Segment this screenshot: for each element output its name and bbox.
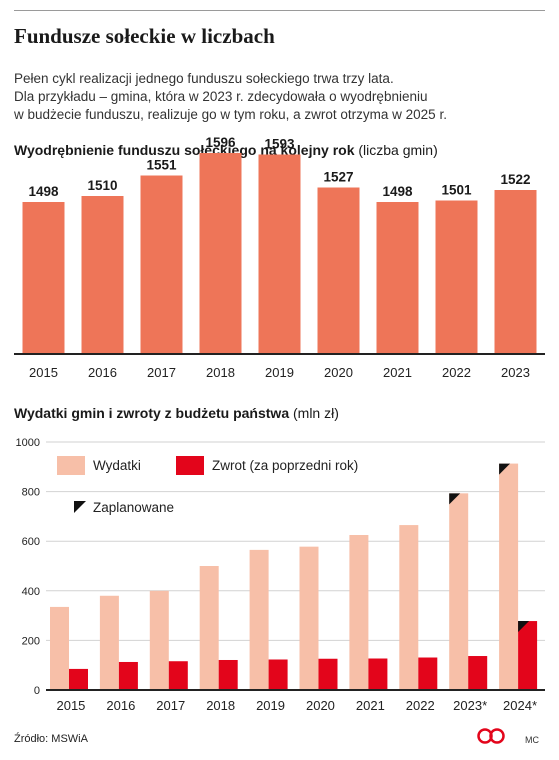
bar-wydatki [399, 525, 419, 690]
chart1-title: Wyodrębnienie funduszu sołeckiego na kol… [14, 142, 438, 158]
bar-wydatki [99, 595, 119, 690]
tick-label: 2017 [147, 365, 176, 380]
y-tick-label: 800 [22, 487, 40, 499]
bar-wydatki [299, 546, 319, 690]
chart1-svg: 1498 2015 1510 2016 1551 2017 1596 2018 1593 2019… [14, 135, 545, 380]
planned-marker [449, 493, 461, 505]
legend-label: Zaplanowane [93, 500, 174, 515]
page-title: Fundusze sołeckie w liczbach [14, 24, 275, 48]
y-tick-label: 200 [22, 635, 40, 647]
legend-swatch-wydatki [57, 456, 85, 475]
tick-label: 2020 [324, 365, 353, 380]
bar-wydatki [149, 590, 169, 690]
tick-label: 2015 [56, 698, 85, 713]
tick-label: 2016 [106, 698, 135, 713]
bar [317, 187, 360, 354]
data-label: 1522 [500, 172, 530, 187]
bar [376, 202, 419, 354]
tick-label: 2020 [306, 698, 335, 713]
bar-wydatki [499, 463, 519, 690]
chart1-title-main: Wyodrębnienie funduszu sołeckiego na kol… [14, 142, 355, 158]
planned-marker [499, 463, 511, 475]
planned-marker [518, 621, 530, 633]
data-label: 1596 [205, 135, 236, 150]
source-note: Źródło: MSWiA [14, 733, 88, 745]
data-label: 1593 [264, 137, 295, 152]
bar-zwrot [69, 668, 88, 690]
tick-label: 2022 [406, 698, 435, 713]
pap-logo-icon [477, 728, 505, 744]
intro-line: Dla przykładu – gmina, która w 2023 r. z… [14, 89, 428, 104]
tick-label: 2021 [356, 698, 385, 713]
chart2-title: Wydatki gmin i zwroty z budżetu państwa … [14, 405, 339, 421]
bar-wydatki [449, 493, 469, 690]
tick-label: 2019 [256, 698, 285, 713]
legend-label: Zwrot (za poprzedni rok) [212, 458, 358, 473]
data-label: 1501 [441, 183, 472, 198]
data-label: 1498 [28, 184, 59, 199]
bar-wydatki [249, 549, 269, 690]
tick-label: 2024* [503, 698, 537, 713]
legend-swatch-zwrot [176, 456, 204, 475]
bar [81, 196, 124, 354]
intro-line: w budżecie funduszu, realizuje go w tym … [14, 107, 447, 122]
top-rule [14, 10, 545, 11]
bar [22, 202, 65, 354]
bar-zwrot [268, 659, 288, 690]
tick-label: 2016 [88, 365, 117, 380]
bar-wydatki [199, 566, 219, 690]
chart2-svg: 0 200 400 600 800 1000 2015 2016 2017 2018 2019 202… [16, 437, 545, 713]
legend-label: Wydatki [93, 458, 141, 473]
bar-zwrot [418, 657, 438, 690]
tick-label: 2023* [453, 698, 487, 713]
author-credit: MC [525, 735, 539, 745]
bar [140, 175, 183, 354]
y-tick-label: 400 [22, 586, 40, 598]
tick-label: 2017 [156, 698, 185, 713]
tick-label: 2019 [265, 365, 294, 380]
bar-wydatki [50, 606, 69, 690]
tick-label: 2023 [501, 365, 530, 380]
chart1-title-unit: (liczba gmin) [358, 142, 438, 158]
tick-label: 2018 [206, 365, 235, 380]
tick-label: 2018 [206, 698, 235, 713]
bar [258, 154, 301, 354]
bar-zwrot [518, 621, 538, 690]
bar [494, 190, 537, 354]
tick-label: 2015 [29, 365, 58, 380]
chart2-title-unit: (mln zł) [293, 405, 339, 421]
bar-zwrot [318, 658, 338, 690]
tick-label: 2021 [383, 365, 412, 380]
y-tick-label: 0 [34, 685, 40, 697]
bar-wydatki [349, 535, 369, 690]
chart2-title-main: Wydatki gmin i zwroty z budżetu państwa [14, 405, 290, 421]
y-tick-label: 1000 [16, 437, 40, 449]
tick-label: 2022 [442, 365, 471, 380]
y-tick-label: 600 [22, 536, 40, 548]
data-label: 1527 [323, 170, 353, 185]
bar-zwrot [368, 658, 388, 690]
intro-line: Pełen cykl realizacji jednego funduszu s… [14, 71, 394, 86]
bar [435, 200, 478, 354]
data-label: 1551 [146, 158, 177, 173]
data-label: 1498 [382, 184, 413, 199]
legend-planned-icon [74, 501, 86, 513]
bar-zwrot [218, 659, 238, 690]
bar-zwrot [468, 656, 488, 690]
bar-zwrot [168, 661, 188, 690]
bar-zwrot [118, 661, 138, 690]
data-label: 1510 [87, 178, 117, 193]
bar [199, 153, 242, 354]
intro-text: Pełen cykl realizacji jednego funduszu s… [14, 70, 549, 124]
